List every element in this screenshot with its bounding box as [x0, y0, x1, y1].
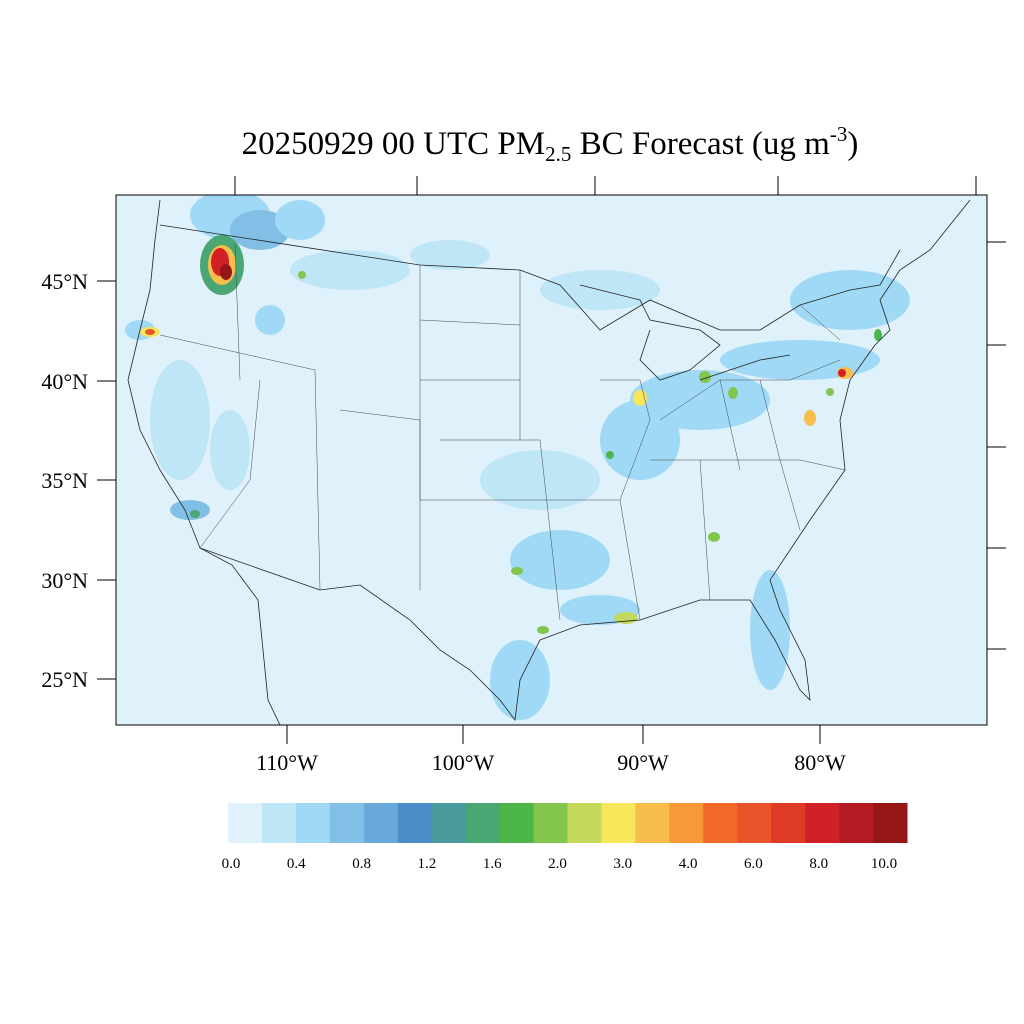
longitude-label: 90°W	[617, 750, 669, 775]
concentration-patch	[210, 410, 250, 490]
concentration-patch	[720, 340, 880, 380]
canada-border	[159, 224, 901, 331]
hotspot	[633, 390, 647, 406]
longitude-label: 110°W	[256, 750, 318, 775]
colorbar-label: 0.4	[287, 856, 306, 872]
axis-ticks	[97, 176, 1006, 744]
hotspot	[728, 387, 738, 399]
boundaries	[127, 199, 971, 725]
colorbar-box	[635, 803, 670, 843]
latitude-labels: 45°N 40°N 35°N 30°N 25°N	[41, 269, 88, 692]
hotspot	[826, 388, 834, 396]
colorbar-box	[533, 803, 568, 843]
concentration-patch	[150, 360, 210, 480]
colorbar-label: 0.0	[222, 856, 241, 872]
colorbar-box	[839, 803, 874, 843]
colorbar-label: 2.0	[548, 856, 567, 872]
latitude-label: 25°N	[41, 667, 88, 692]
colorbar-box	[805, 803, 840, 843]
hotspot	[606, 451, 614, 459]
latitude-label: 30°N	[41, 568, 88, 593]
colorbar-box	[567, 803, 602, 843]
colorbar-box	[737, 803, 772, 843]
colorbar-box	[228, 803, 263, 843]
concentration-field	[125, 195, 910, 720]
colorbar-label: 0.8	[352, 856, 371, 872]
colorbar-box	[873, 803, 908, 843]
title-date: 20250929	[241, 126, 374, 162]
hotspot	[145, 329, 155, 335]
map-frame	[115, 194, 988, 726]
hotspot	[699, 371, 711, 383]
colorbar-box	[669, 803, 704, 843]
colorbar-box	[295, 803, 331, 843]
colorbar-label: 4.0	[679, 856, 698, 872]
colorbar-label: 6.0	[744, 856, 763, 872]
longitude-label: 100°W	[432, 750, 495, 775]
latitude-label: 45°N	[41, 269, 88, 294]
colorbar-box	[431, 803, 467, 843]
colorbar-label: 10.0	[871, 856, 897, 872]
colorbar-box	[601, 803, 636, 843]
concentration-patch	[275, 200, 325, 240]
concentration-patch	[290, 250, 410, 290]
title-units-superscript: -3	[829, 122, 848, 146]
colorbar-box	[771, 803, 806, 843]
colorbar-box	[397, 803, 433, 843]
title-rest: BC Forecast (ug m	[579, 126, 830, 162]
us-border	[199, 199, 971, 722]
hotspot	[537, 626, 549, 634]
colorbar: 0.0 0.4 0.8 1.2 1.6 2.0 3.0 4.0 6.0 8.0 10.0	[222, 803, 908, 872]
latitude-label: 35°N	[41, 468, 88, 493]
hotspot	[190, 510, 200, 518]
colorbar-label: 1.2	[418, 856, 437, 872]
colorbar-box	[261, 803, 297, 843]
title-species: PM	[497, 126, 546, 162]
state-lines	[159, 244, 846, 621]
hotspot	[298, 271, 306, 279]
hotspot	[708, 532, 720, 542]
concentration-patch	[790, 270, 910, 330]
colorbar-label: 8.0	[809, 856, 828, 872]
colorbar-label: 3.0	[613, 856, 632, 872]
colorbar-box	[499, 803, 535, 843]
great-lakes	[579, 284, 791, 381]
concentration-patch	[510, 530, 610, 590]
chart-title: 20250929 00 UTC PM2.5 BC Forecast (ug m-…	[0, 122, 1024, 167]
concentration-patch	[600, 400, 680, 480]
latitude-label: 40°N	[41, 369, 88, 394]
coastline	[127, 199, 281, 725]
title-close: )	[847, 126, 859, 162]
title-species-subscript: 2.5	[545, 142, 572, 166]
concentration-patch	[170, 500, 210, 520]
concentration-patch	[410, 240, 490, 270]
colorbar-label: 1.6	[483, 856, 502, 872]
hotspot	[804, 410, 816, 426]
hotspot	[511, 567, 523, 575]
concentration-patch	[480, 450, 600, 510]
concentration-patch	[750, 570, 790, 690]
hotspot	[220, 264, 232, 280]
hotspot	[874, 329, 882, 341]
colorbar-box	[363, 803, 399, 843]
longitude-label: 80°W	[794, 750, 846, 775]
colorbar-box	[465, 803, 501, 843]
concentration-patch	[255, 305, 285, 335]
colorbar-box	[329, 803, 365, 843]
title-hour: 00 UTC	[381, 126, 490, 162]
longitude-labels: 110°W 100°W 90°W 80°W	[256, 750, 846, 775]
colorbar-box	[703, 803, 738, 843]
hotspot	[838, 369, 846, 377]
